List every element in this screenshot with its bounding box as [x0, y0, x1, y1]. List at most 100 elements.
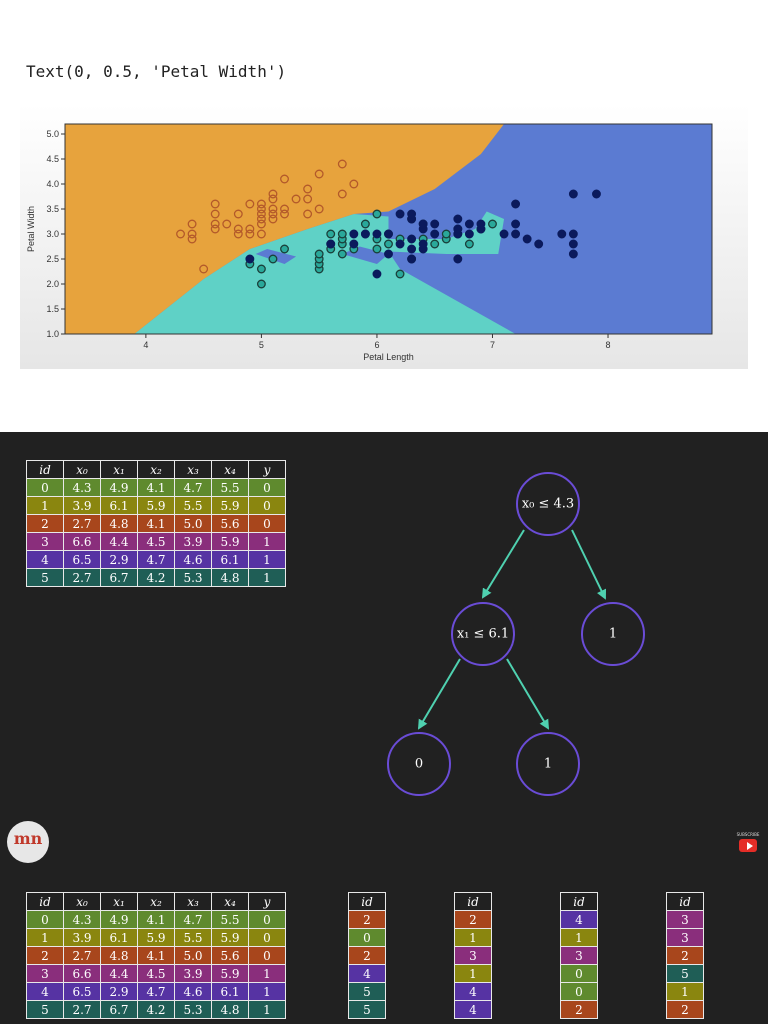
table-cell: 3.9	[63, 496, 101, 515]
y-tick-label: 3.5	[46, 204, 59, 214]
data-point	[407, 234, 417, 244]
data-point	[384, 239, 393, 249]
data-point	[314, 169, 324, 179]
table-cell: 4	[26, 550, 64, 569]
bootstrap-row: 1	[666, 982, 704, 1001]
table-cell: 5.9	[211, 496, 249, 515]
decision-tree: x₀ ≤ 4.3 x₁ ≤ 6.1 1 0 1	[387, 472, 645, 796]
data-point	[187, 219, 197, 229]
y-tick-label: 4.5	[46, 154, 59, 164]
table-cell: 5.5	[211, 910, 249, 929]
data-point	[210, 224, 220, 234]
table-cell: 6.1	[211, 982, 249, 1001]
table-cell: 4.5	[137, 964, 175, 983]
data-point	[522, 234, 532, 244]
table-header-row: id x₀ x₁ x₂ x₃ x₄ y	[26, 460, 286, 479]
data-point	[314, 249, 324, 259]
bootstrap-id-cell: 2	[348, 910, 386, 929]
data-point	[245, 199, 255, 209]
data-point	[488, 219, 497, 229]
data-point	[372, 209, 382, 219]
data-point	[303, 184, 313, 194]
table-cell: 1	[26, 928, 64, 947]
data-point	[187, 229, 197, 239]
table-cell: 4.4	[100, 532, 138, 551]
data-point	[349, 239, 359, 249]
table-cell: 5.6	[211, 946, 249, 965]
y-tick-label: 2.5	[46, 254, 59, 264]
bootstrap-id-cell: 2	[454, 910, 492, 929]
data-point	[176, 229, 185, 239]
bootstrap-row: 4	[560, 910, 598, 929]
bootstrap-id-cell: 3	[666, 928, 704, 947]
bootstrap-row: 1	[560, 928, 598, 947]
table-cell: 1	[248, 532, 286, 551]
subscribe-text: SUBSCRIBE	[736, 832, 760, 837]
tree-node-left: x₁ ≤ 6.1	[451, 602, 515, 666]
data-point	[245, 229, 255, 239]
tree-node-right: 1	[581, 602, 645, 666]
table-cell: 4.8	[100, 514, 138, 533]
bootstrap-row: 3	[454, 946, 492, 965]
data-point	[256, 214, 266, 224]
video-slide: id x₀ x₁ x₂ x₃ x₄ y 0 4.3 4.9 4.1 4.7 5.5 0 1 3.9 6.1 5.…	[0, 432, 768, 1024]
youtube-subscribe-icon[interactable]: SUBSCRIBE	[736, 832, 760, 854]
data-point	[314, 204, 324, 214]
data-point	[233, 224, 243, 234]
data-point	[303, 209, 313, 219]
channel-logo[interactable]: mn	[7, 821, 49, 863]
table-cell: 4.8	[211, 568, 249, 587]
data-point	[407, 254, 417, 264]
data-point	[291, 194, 301, 204]
bootstrap-row: 3	[666, 910, 704, 929]
data-point	[256, 279, 266, 289]
table-cell: 4.1	[137, 478, 175, 497]
bootstrap-id-cell: 3	[454, 946, 492, 965]
column-header: x₂	[137, 460, 175, 479]
bootstrap-id-cell: 2	[560, 1000, 598, 1019]
x-tick-label: 6	[374, 340, 379, 350]
data-point	[534, 239, 544, 249]
bootstrap-row: 0	[560, 964, 598, 983]
bootstrap-table-1: id 2 0 2 4 5 5	[348, 892, 386, 1019]
bootstrap-id-cell: 1	[560, 928, 598, 947]
table-cell: 5.9	[211, 928, 249, 947]
bootstrap-row: 5	[348, 1000, 386, 1019]
table-cell: 4.3	[63, 910, 101, 929]
table-cell: 4.1	[137, 514, 175, 533]
data-point	[430, 229, 440, 239]
table-row: 5 2.7 6.7 4.2 5.3 4.8 1	[26, 1000, 286, 1019]
bootstrap-row: 2	[560, 1000, 598, 1019]
table-cell: 4	[26, 982, 64, 1001]
bootstrap-row: 5	[348, 982, 386, 1001]
table-cell: 4.4	[100, 964, 138, 983]
data-point	[326, 239, 336, 249]
data-point	[384, 229, 393, 239]
table-cell: 4.7	[174, 910, 212, 929]
data-point	[268, 214, 278, 224]
table-cell: 1	[26, 496, 64, 515]
data-point	[395, 209, 405, 219]
bootstrap-table-3: id 4 1 3 0 0 2	[560, 892, 598, 1019]
data-point	[395, 269, 405, 279]
column-header: x₃	[174, 892, 212, 911]
data-point	[199, 264, 209, 274]
tree-edge-left-left	[417, 658, 461, 730]
table-cell: 5.0	[174, 946, 212, 965]
table-cell: 3.9	[174, 964, 212, 983]
data-point	[430, 239, 440, 249]
region-class-0	[65, 124, 505, 334]
bootstrap-id-cell: 0	[560, 982, 598, 1001]
table-cell: 6.1	[211, 550, 249, 569]
table-cell: 2.7	[63, 946, 101, 965]
data-point	[557, 229, 567, 239]
bootstrap-id-cell: 4	[454, 1000, 492, 1019]
table-cell: 2.9	[100, 982, 138, 1001]
table-row: 2 2.7 4.8 4.1 5.0 5.6 0	[26, 946, 286, 965]
data-point	[280, 209, 289, 219]
data-point	[303, 194, 313, 204]
table-cell: 2.7	[63, 1000, 101, 1019]
channel-logo-text: mn	[13, 829, 43, 848]
table-cell: 2.7	[63, 568, 101, 587]
data-point	[268, 209, 278, 219]
